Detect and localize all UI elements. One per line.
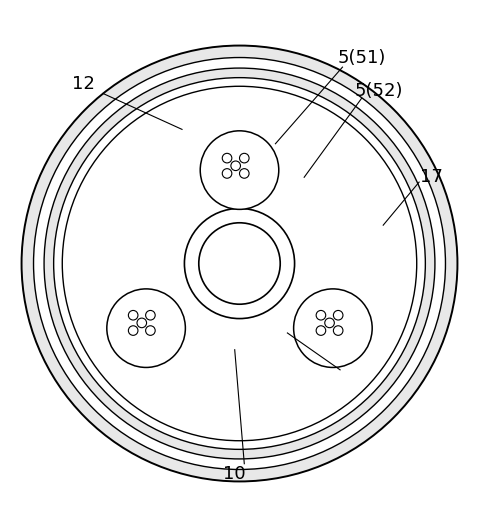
- Circle shape: [325, 318, 334, 328]
- Circle shape: [184, 208, 295, 319]
- Circle shape: [107, 289, 185, 367]
- Circle shape: [294, 289, 372, 367]
- Text: 12: 12: [72, 75, 95, 93]
- Circle shape: [240, 153, 249, 163]
- Circle shape: [240, 169, 249, 178]
- Circle shape: [222, 153, 232, 163]
- Circle shape: [146, 310, 155, 320]
- Circle shape: [54, 77, 425, 450]
- Circle shape: [34, 57, 445, 470]
- Circle shape: [44, 68, 435, 459]
- Text: 17: 17: [420, 168, 443, 186]
- Circle shape: [22, 45, 457, 482]
- Circle shape: [200, 131, 279, 209]
- Text: 21: 21: [341, 367, 364, 385]
- Circle shape: [128, 310, 138, 320]
- Circle shape: [199, 223, 280, 304]
- Circle shape: [146, 326, 155, 335]
- Circle shape: [137, 318, 147, 328]
- Text: 10: 10: [223, 465, 246, 483]
- Circle shape: [222, 169, 232, 178]
- Circle shape: [62, 86, 417, 441]
- Text: 5(51): 5(51): [338, 48, 386, 66]
- Text: 5(52): 5(52): [354, 82, 403, 100]
- Circle shape: [333, 326, 343, 335]
- Circle shape: [231, 161, 240, 171]
- Circle shape: [316, 310, 326, 320]
- Circle shape: [316, 326, 326, 335]
- Circle shape: [128, 326, 138, 335]
- Circle shape: [333, 310, 343, 320]
